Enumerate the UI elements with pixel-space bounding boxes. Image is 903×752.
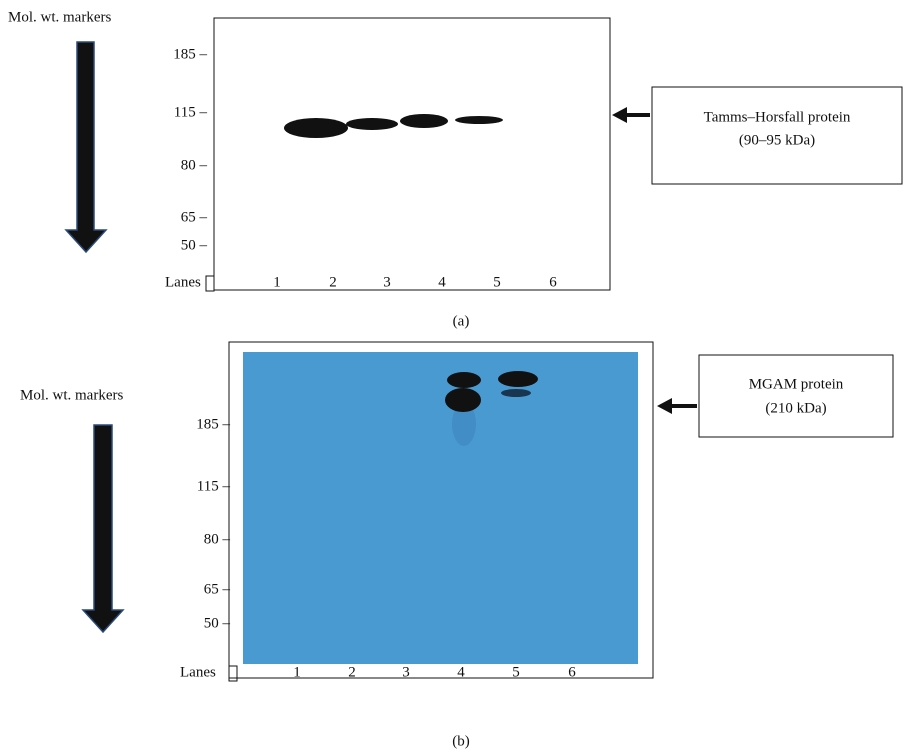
band: [498, 371, 538, 387]
annotation-text: Tamms–Horsfall protein: [704, 109, 851, 125]
arrow-down: [83, 425, 123, 632]
lane-number: 1: [273, 274, 281, 290]
caption: (b): [452, 733, 470, 749]
band: [447, 372, 481, 388]
lane-number: 2: [348, 664, 356, 680]
marker-tick: 115 –: [197, 478, 231, 494]
arrow-down: [66, 42, 106, 252]
band: [400, 114, 448, 128]
lane-number: 5: [512, 664, 520, 680]
band: [455, 116, 503, 124]
panel-b: Mol. wt. markers 185 – 115 – 80 – 65 – 5…: [20, 342, 893, 749]
lane-number: 1: [293, 664, 301, 680]
caption: (a): [453, 313, 470, 329]
lanes-label: Lanes: [165, 274, 201, 290]
marker-tick: 80 –: [181, 157, 208, 173]
lane-number: 3: [402, 664, 410, 680]
band: [501, 389, 531, 397]
band: [445, 388, 481, 412]
marker-tick: 185 –: [173, 46, 207, 62]
glyph-box: [206, 276, 214, 291]
marker-tick: 50 –: [204, 615, 231, 631]
band: [284, 118, 348, 138]
marker-tick: 80 –: [204, 531, 231, 547]
lane-number: 6: [549, 274, 557, 290]
lane-number: 4: [457, 664, 465, 680]
marker-tick: 115 –: [174, 104, 208, 120]
lane-number: 2: [329, 274, 337, 290]
lane-number: 3: [383, 274, 391, 290]
pointer-arrow-head: [657, 398, 672, 414]
lane-number: 6: [568, 664, 576, 680]
pointer-arrow-head: [612, 107, 627, 123]
lane-number: 5: [493, 274, 501, 290]
annotation-text: (210 kDa): [765, 400, 826, 416]
lanes-label: Lanes: [180, 664, 216, 680]
marker-tick: 185 –: [196, 416, 230, 432]
blot-frame: [214, 18, 610, 290]
marker-tick: 65 –: [204, 581, 231, 597]
figure: Mol. wt. markers 185 – 115 – 80 – 65 – 5…: [0, 0, 903, 752]
panel-a: Mol. wt. markers 185 – 115 – 80 – 65 – 5…: [8, 9, 902, 329]
markers-label: Mol. wt. markers: [8, 9, 111, 25]
marker-tick: 65 –: [181, 209, 208, 225]
markers-label: Mol. wt. markers: [20, 387, 123, 403]
annotation-text: (90–95 kDa): [739, 132, 815, 148]
marker-tick: 50 –: [181, 237, 208, 253]
band: [346, 118, 398, 130]
annotation-text: MGAM protein: [749, 376, 844, 392]
blot-membrane: [243, 352, 638, 664]
lane-number: 4: [438, 274, 446, 290]
annotation-box: [699, 355, 893, 437]
